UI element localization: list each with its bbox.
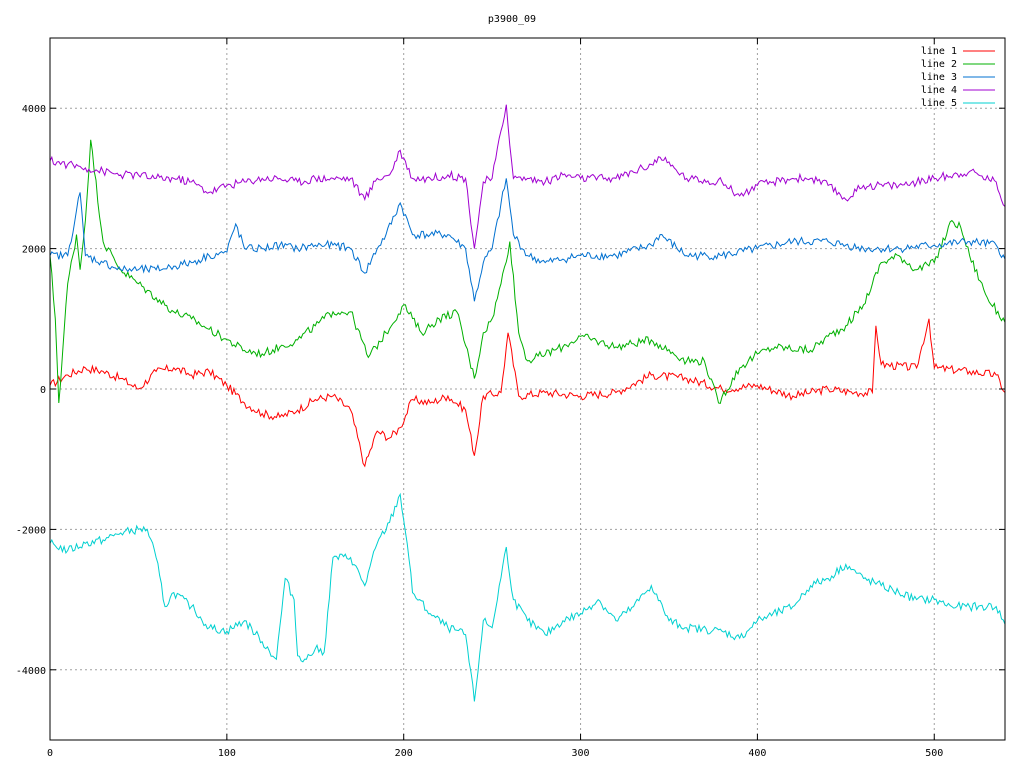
y-tick-label: 0 [40, 385, 46, 396]
legend-label: line 2 [921, 59, 957, 70]
x-tick-label: 300 [572, 748, 590, 759]
legend: line 1 line 2 line 3 line 4 line 5 [921, 46, 995, 109]
series-line-4 [49, 104, 1006, 249]
grid-layer [50, 38, 1005, 740]
y-tick-label: -4000 [16, 666, 46, 677]
y-tick-label: -2000 [16, 525, 46, 536]
legend-label: line 4 [921, 85, 957, 96]
chart-title: p3900_09 [488, 14, 536, 25]
series-line-5 [49, 492, 1006, 702]
x-tick-label: 0 [47, 748, 53, 759]
x-tick-label: 200 [395, 748, 413, 759]
axis-layer: 0 100 200 300 400 500 -4000 -2000 0 2000 4000 [16, 38, 1005, 759]
y-tick-label: 4000 [22, 104, 46, 115]
x-tick-label: 400 [748, 748, 766, 759]
series-line-1 [49, 318, 1006, 468]
x-tick-label: 500 [925, 748, 943, 759]
y-tick-label: 2000 [22, 245, 46, 256]
series-line-2 [49, 139, 1006, 404]
series-line-3 [49, 178, 1006, 302]
legend-label: line 5 [921, 98, 957, 109]
x-tick-label: 100 [218, 748, 236, 759]
legend-label: line 1 [921, 46, 957, 57]
series-layer [49, 104, 1006, 702]
legend-label: line 3 [921, 72, 957, 83]
